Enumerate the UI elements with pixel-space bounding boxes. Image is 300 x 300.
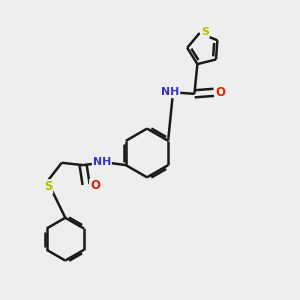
Text: O: O (90, 179, 100, 193)
Text: S: S (201, 27, 209, 37)
Text: S: S (44, 180, 52, 193)
Text: NH: NH (161, 87, 179, 97)
Text: NH: NH (93, 157, 111, 167)
Text: O: O (215, 86, 225, 99)
